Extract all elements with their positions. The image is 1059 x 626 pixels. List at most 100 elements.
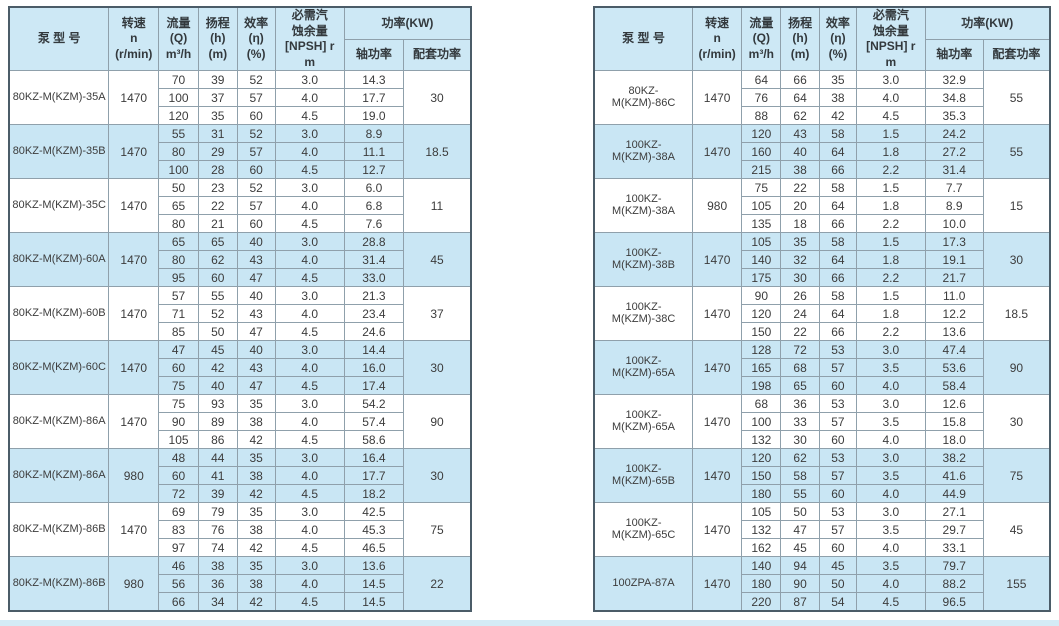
head-cell: 90: [780, 574, 820, 594]
matched-power-cell: 11: [403, 178, 472, 234]
head-cell: 33: [780, 412, 820, 432]
efficiency-cell: 60: [818, 484, 858, 504]
efficiency-cell: 45: [818, 556, 858, 576]
npsh-cell: 3.0: [274, 502, 345, 522]
speed-cell: 1470: [108, 124, 160, 180]
table-row: 80KZ-M(KZM)-35C 1470 50 23 52 3.0 6.0 11: [8, 178, 472, 234]
head-cell: 32: [780, 250, 820, 270]
npsh-cell: 1.5: [856, 124, 926, 144]
head-cell: 39: [197, 70, 238, 90]
flow-cell: 175: [741, 268, 782, 288]
page-bottom-strip: [0, 620, 1059, 626]
efficiency-cell: 53: [818, 502, 858, 522]
table-row: 85 50 47 4.5 24.6: [9, 322, 471, 342]
shaft-power-cell: 11.0: [924, 286, 984, 306]
flow-cell: 55: [158, 124, 199, 144]
npsh-cell: 4.5: [274, 214, 345, 234]
flow-cell: 105: [741, 232, 782, 252]
shaft-power-cell: 58.4: [924, 376, 984, 396]
flow-cell: 105: [741, 502, 782, 522]
npsh-cell: 3.0: [274, 286, 345, 306]
head-cell: 79: [197, 502, 238, 522]
head-cell: 43: [780, 124, 820, 144]
head-cell: 86: [197, 430, 238, 450]
table-row: 100KZ-M(KZM)-65A 1470 68 36 53 3.0 12.6 30: [593, 394, 1051, 450]
npsh-cell: 4.0: [274, 304, 345, 324]
matched-power-cell: 30: [982, 232, 1051, 288]
npsh-cell: 4.5: [856, 106, 926, 126]
npsh-cell: 4.5: [274, 268, 345, 288]
matched-power-header: 配套功率: [403, 38, 472, 72]
efficiency-cell: 64: [818, 304, 858, 324]
table-row: 97 74 42 4.5 46.5: [9, 538, 471, 558]
flow-cell: 60: [158, 358, 199, 378]
shaft-power-cell: 7.7: [924, 178, 984, 198]
head-cell: 55: [780, 484, 820, 504]
speed-cell: 980: [108, 556, 160, 612]
table-row: 140 32 64 1.8 19.1: [594, 250, 1050, 270]
npsh-cell: 3.0: [274, 178, 345, 198]
efficiency-cell: 64: [818, 142, 858, 162]
table-row: 80KZ-M(KZM)-60C 1470 47 45 40 3.0 14.4 30: [8, 340, 472, 396]
speed-cell: 1470: [108, 394, 160, 450]
efficiency-cell: 42: [818, 106, 858, 126]
efficiency-cell: 38: [236, 412, 276, 432]
model-cell: 80KZ-M(KZM)-60B: [8, 286, 110, 342]
npsh-cell: 1.8: [856, 250, 926, 270]
head-cell: 64: [780, 88, 820, 108]
flow-cell: 72: [158, 484, 199, 504]
npsh-cell: 4.0: [274, 358, 345, 378]
shaft-power-cell: 18.0: [924, 430, 984, 450]
flow-cell: 100: [741, 412, 782, 432]
table-row: 100ZPA-87A 1470 140 94 45 3.5 79.7 155: [593, 556, 1051, 612]
flow-cell: 95: [158, 268, 199, 288]
table-row: 220 87 54 4.5 96.5: [594, 592, 1050, 612]
head-cell: 30: [780, 268, 820, 288]
model-cell: 80KZ-M(KZM)-86B: [8, 502, 110, 558]
head-cell: 22: [780, 322, 820, 342]
flow-cell: 65: [158, 232, 199, 252]
matched-power-cell: 155: [982, 556, 1051, 612]
head-cell: 55: [197, 286, 238, 306]
shaft-power-cell: 32.9: [924, 70, 984, 90]
matched-power-cell: 15: [982, 178, 1051, 234]
efficiency-cell: 43: [236, 358, 276, 378]
speed-cell: 1470: [108, 178, 160, 234]
table-row: 80KZ-M(KZM)-35B 1470 55 31 52 3.0 8.9 18.5: [8, 124, 472, 180]
flow-cell: 50: [158, 178, 199, 198]
npsh-cell: 3.0: [856, 448, 926, 468]
shaft-power-cell: 17.7: [343, 88, 405, 108]
head-cell: 28: [197, 160, 238, 180]
flow-cell: 83: [158, 520, 199, 540]
speed-cell: 1470: [108, 232, 160, 288]
table-row: 80KZ-M(KZM)-86A 980 48 44 35 3.0 16.4 30: [8, 448, 472, 504]
model-cell: 100KZ-M(KZM)-65A: [593, 394, 693, 450]
flow-cell: 90: [158, 412, 199, 432]
shaft-power-cell: 35.3: [924, 106, 984, 126]
shaft-power-cell: 45.3: [343, 520, 405, 540]
shaft-power-cell: 6.8: [343, 196, 405, 216]
shaft-power-cell: 14.4: [343, 340, 405, 360]
shaft-power-cell: 18.2: [343, 484, 405, 504]
head-cell: 65: [780, 376, 820, 396]
table-row: 80 29 57 4.0 11.1: [9, 142, 471, 162]
flow-cell: 46: [158, 556, 199, 576]
npsh-cell: 1.5: [856, 286, 926, 306]
table-row: 60 42 43 4.0 16.0: [9, 358, 471, 378]
table-row: 132 47 57 3.5 29.7: [594, 520, 1050, 540]
head-cell: 68: [780, 358, 820, 378]
npsh-cell: 3.5: [856, 358, 926, 378]
npsh-cell: 4.5: [274, 592, 345, 612]
shaft-power-cell: 79.7: [924, 556, 984, 576]
matched-power-cell: 90: [982, 340, 1051, 396]
efficiency-cell: 47: [236, 322, 276, 342]
npsh-cell: 2.2: [856, 160, 926, 180]
efficiency-cell: 57: [818, 520, 858, 540]
model-cell: 100KZ-M(KZM)-38A: [593, 124, 693, 180]
efficiency-cell: 35: [236, 502, 276, 522]
shaft-power-cell: 17.3: [924, 232, 984, 252]
table-row: 56 36 38 4.0 14.5: [9, 574, 471, 594]
table-row: 95 60 47 4.5 33.0: [9, 268, 471, 288]
efficiency-cell: 42: [236, 538, 276, 558]
shaft-power-cell: 8.9: [343, 124, 405, 144]
